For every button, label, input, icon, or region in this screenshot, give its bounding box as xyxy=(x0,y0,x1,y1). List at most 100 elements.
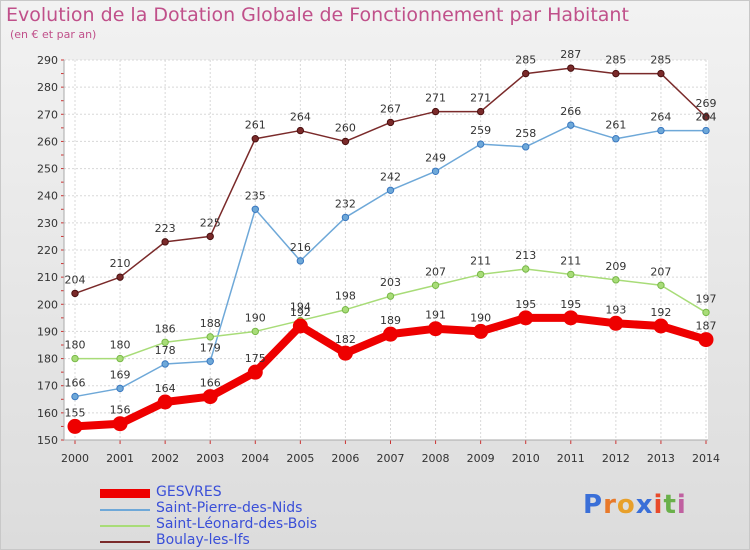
data-point xyxy=(71,392,79,401)
data-label: 267 xyxy=(380,102,401,115)
data-point xyxy=(337,345,353,361)
data-point xyxy=(292,318,308,334)
logo-letter: o xyxy=(616,490,636,520)
data-label: 207 xyxy=(650,265,671,278)
x-tick-label: 2009 xyxy=(467,452,495,465)
logo-letter: x xyxy=(635,490,654,520)
data-label: 190 xyxy=(245,311,266,324)
data-label: 235 xyxy=(245,189,266,202)
data-point xyxy=(653,318,669,334)
legend-label: Boulay-les-Ifs xyxy=(156,532,250,548)
data-label: 242 xyxy=(380,170,401,183)
data-label: 285 xyxy=(650,54,671,67)
data-label: 198 xyxy=(335,290,356,303)
x-tick-label: 2004 xyxy=(241,452,269,465)
data-label: 195 xyxy=(560,298,581,311)
data-label: 178 xyxy=(155,344,176,357)
x-tick-label: 2000 xyxy=(61,452,89,465)
logo-letter: t xyxy=(663,490,677,520)
data-label: 195 xyxy=(515,298,536,311)
y-tick-label: 280 xyxy=(37,81,58,94)
data-point xyxy=(563,310,579,326)
data-label: 192 xyxy=(290,306,311,319)
x-tick-label: 2006 xyxy=(331,452,359,465)
data-point xyxy=(657,69,665,78)
data-point xyxy=(428,321,444,337)
data-label: 232 xyxy=(335,197,356,210)
data-label: 204 xyxy=(65,273,86,286)
data-point xyxy=(476,140,485,148)
line-chart: 150 160 170 180 190 200 210 220 230 240 250 260 270 2… xyxy=(37,48,720,465)
data-point xyxy=(161,360,169,368)
data-label: 261 xyxy=(605,119,626,132)
data-label: 271 xyxy=(425,92,446,105)
y-tick-label: 150 xyxy=(37,434,58,447)
data-label: 180 xyxy=(110,339,131,352)
y-tick-label: 240 xyxy=(37,190,58,203)
x-tick-label: 2002 xyxy=(151,452,179,465)
data-point xyxy=(112,416,128,432)
data-label: 207 xyxy=(425,265,446,278)
data-point xyxy=(206,357,214,365)
data-point xyxy=(522,265,530,273)
y-tick-label: 290 xyxy=(37,54,58,67)
data-label: 164 xyxy=(155,382,176,395)
data-label: 203 xyxy=(380,276,401,289)
legend-swatch xyxy=(100,525,150,527)
y-tick-label: 190 xyxy=(37,325,58,338)
data-label: 191 xyxy=(425,309,446,322)
x-tick-label: 2005 xyxy=(286,452,314,465)
data-point xyxy=(518,310,534,326)
data-label: 223 xyxy=(155,222,176,235)
data-label: 287 xyxy=(560,48,581,61)
logo-letter: i xyxy=(653,490,664,520)
legend-item: Saint-Léonard-des-Bois xyxy=(100,516,420,532)
data-label: 260 xyxy=(335,121,356,134)
data-label: 182 xyxy=(335,333,356,346)
data-point xyxy=(522,143,530,151)
x-tick-label: 2014 xyxy=(692,452,720,465)
data-point xyxy=(206,232,214,241)
data-label: 155 xyxy=(65,406,86,419)
chart-title: Evolution de la Dotation Globale de Fonc… xyxy=(6,4,629,26)
x-tick-label: 2011 xyxy=(557,452,585,465)
data-point xyxy=(431,281,440,289)
data-label: 192 xyxy=(650,306,671,319)
data-point xyxy=(202,389,218,405)
legend-label: Saint-Pierre-des-Nids xyxy=(156,500,303,516)
legend-item: Saint-Pierre-des-Nids xyxy=(100,500,420,516)
data-label: 249 xyxy=(425,151,446,164)
data-label: 285 xyxy=(605,54,626,67)
y-tick-label: 260 xyxy=(37,135,58,148)
data-point xyxy=(476,270,485,279)
data-label: 166 xyxy=(65,377,86,390)
data-point xyxy=(251,205,259,213)
data-label: 209 xyxy=(605,260,626,273)
data-label: 259 xyxy=(470,124,491,137)
data-point xyxy=(116,354,124,363)
data-label: 197 xyxy=(696,292,717,305)
data-label: 269 xyxy=(696,97,717,110)
data-point xyxy=(341,306,350,314)
data-point xyxy=(383,326,398,342)
data-point xyxy=(296,257,305,265)
data-label: 264 xyxy=(650,111,671,124)
data-point xyxy=(341,137,350,146)
data-point xyxy=(161,238,169,246)
data-label: 261 xyxy=(245,119,266,132)
y-tick-label: 170 xyxy=(37,380,58,393)
legend-label: Saint-Léonard-des-Bois xyxy=(156,516,318,532)
data-point xyxy=(702,308,710,317)
data-label: 188 xyxy=(200,317,221,330)
legend-swatch xyxy=(100,489,150,498)
data-label: 210 xyxy=(110,257,131,270)
data-point xyxy=(247,364,263,380)
data-point xyxy=(522,69,530,78)
data-label: 211 xyxy=(470,254,491,267)
data-point xyxy=(431,107,440,116)
data-point xyxy=(698,332,714,348)
data-point xyxy=(67,418,83,434)
y-tick-label: 210 xyxy=(37,271,58,284)
y-tick-label: 180 xyxy=(37,353,58,366)
x-tick-label: 2007 xyxy=(377,452,405,465)
